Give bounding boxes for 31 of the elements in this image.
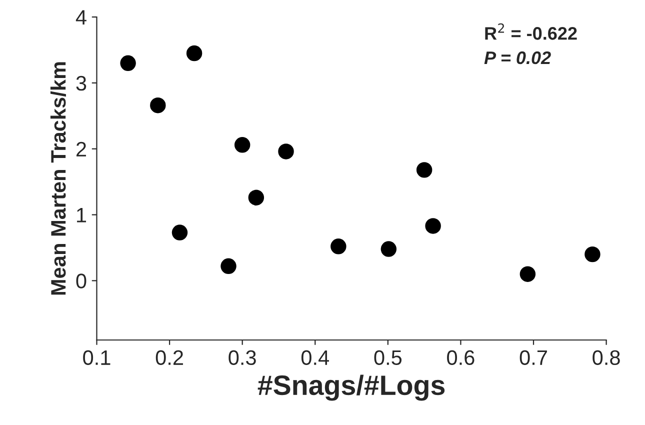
y-tick-label: 0 (76, 274, 86, 288)
point (248, 190, 264, 206)
point (330, 238, 346, 254)
y-axis-title: Mean Marten Tracks/km (50, 62, 66, 295)
x-tick-label: 0.8 (592, 350, 620, 366)
y-tick-label: 3 (76, 76, 86, 91)
y-tick-label: 1 (77, 208, 86, 222)
x-tick-label: 0.3 (228, 350, 256, 366)
x-tick-label: 0.2 (156, 350, 183, 366)
annotation: P = 0.02 (484, 51, 551, 64)
point (120, 55, 136, 72)
x-tick-label: 0.4 (301, 350, 329, 366)
x-tick-label: 0.5 (374, 350, 402, 366)
point (380, 241, 397, 257)
annotation: R$^{2}$ = -0.622 (485, 23, 577, 40)
y-tick-label: 2 (76, 142, 86, 156)
point (416, 162, 432, 178)
point (234, 137, 250, 153)
point (172, 224, 188, 240)
x-axis-title: #Snags/#Logs (258, 374, 445, 401)
x-tick-label: 0.1 (83, 350, 110, 366)
point (150, 97, 166, 114)
point (186, 45, 202, 62)
point (520, 266, 536, 282)
point (425, 218, 441, 234)
point (220, 258, 236, 274)
x-tick-label: 0.6 (447, 350, 474, 366)
x-tick-label: 0.7 (520, 350, 547, 366)
point (278, 144, 294, 160)
y-tick-label: 4 (76, 10, 86, 25)
point (584, 246, 600, 262)
